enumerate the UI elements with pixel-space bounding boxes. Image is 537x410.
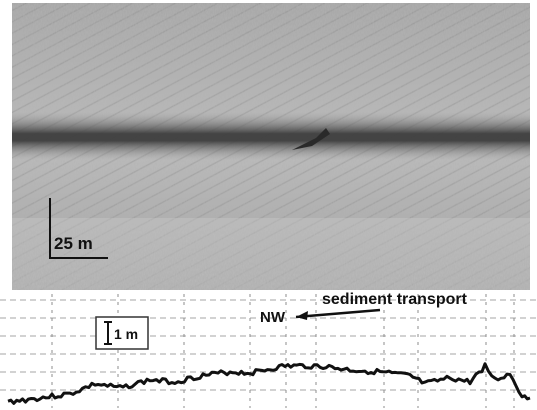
arrow-head-icon bbox=[296, 311, 308, 320]
profile-grid bbox=[0, 294, 537, 408]
scale-bar-icon bbox=[49, 198, 108, 259]
sonar-image: 25 m bbox=[12, 3, 530, 290]
direction-label: NW bbox=[260, 309, 286, 326]
seabed-profile-line bbox=[7, 362, 531, 405]
vertical-scale-label: 1 m bbox=[114, 326, 138, 342]
light-zone bbox=[12, 218, 530, 290]
vertical-scale-icon bbox=[104, 321, 112, 345]
transport-arrow-line bbox=[295, 308, 381, 319]
dark-band bbox=[12, 112, 530, 160]
target-object bbox=[292, 128, 330, 150]
scale-label: 25 m bbox=[54, 234, 93, 253]
transport-label: sediment transport bbox=[322, 291, 468, 308]
seismic-profile: 1 m NW sediment transport bbox=[0, 291, 537, 410]
profile-background bbox=[0, 292, 537, 410]
